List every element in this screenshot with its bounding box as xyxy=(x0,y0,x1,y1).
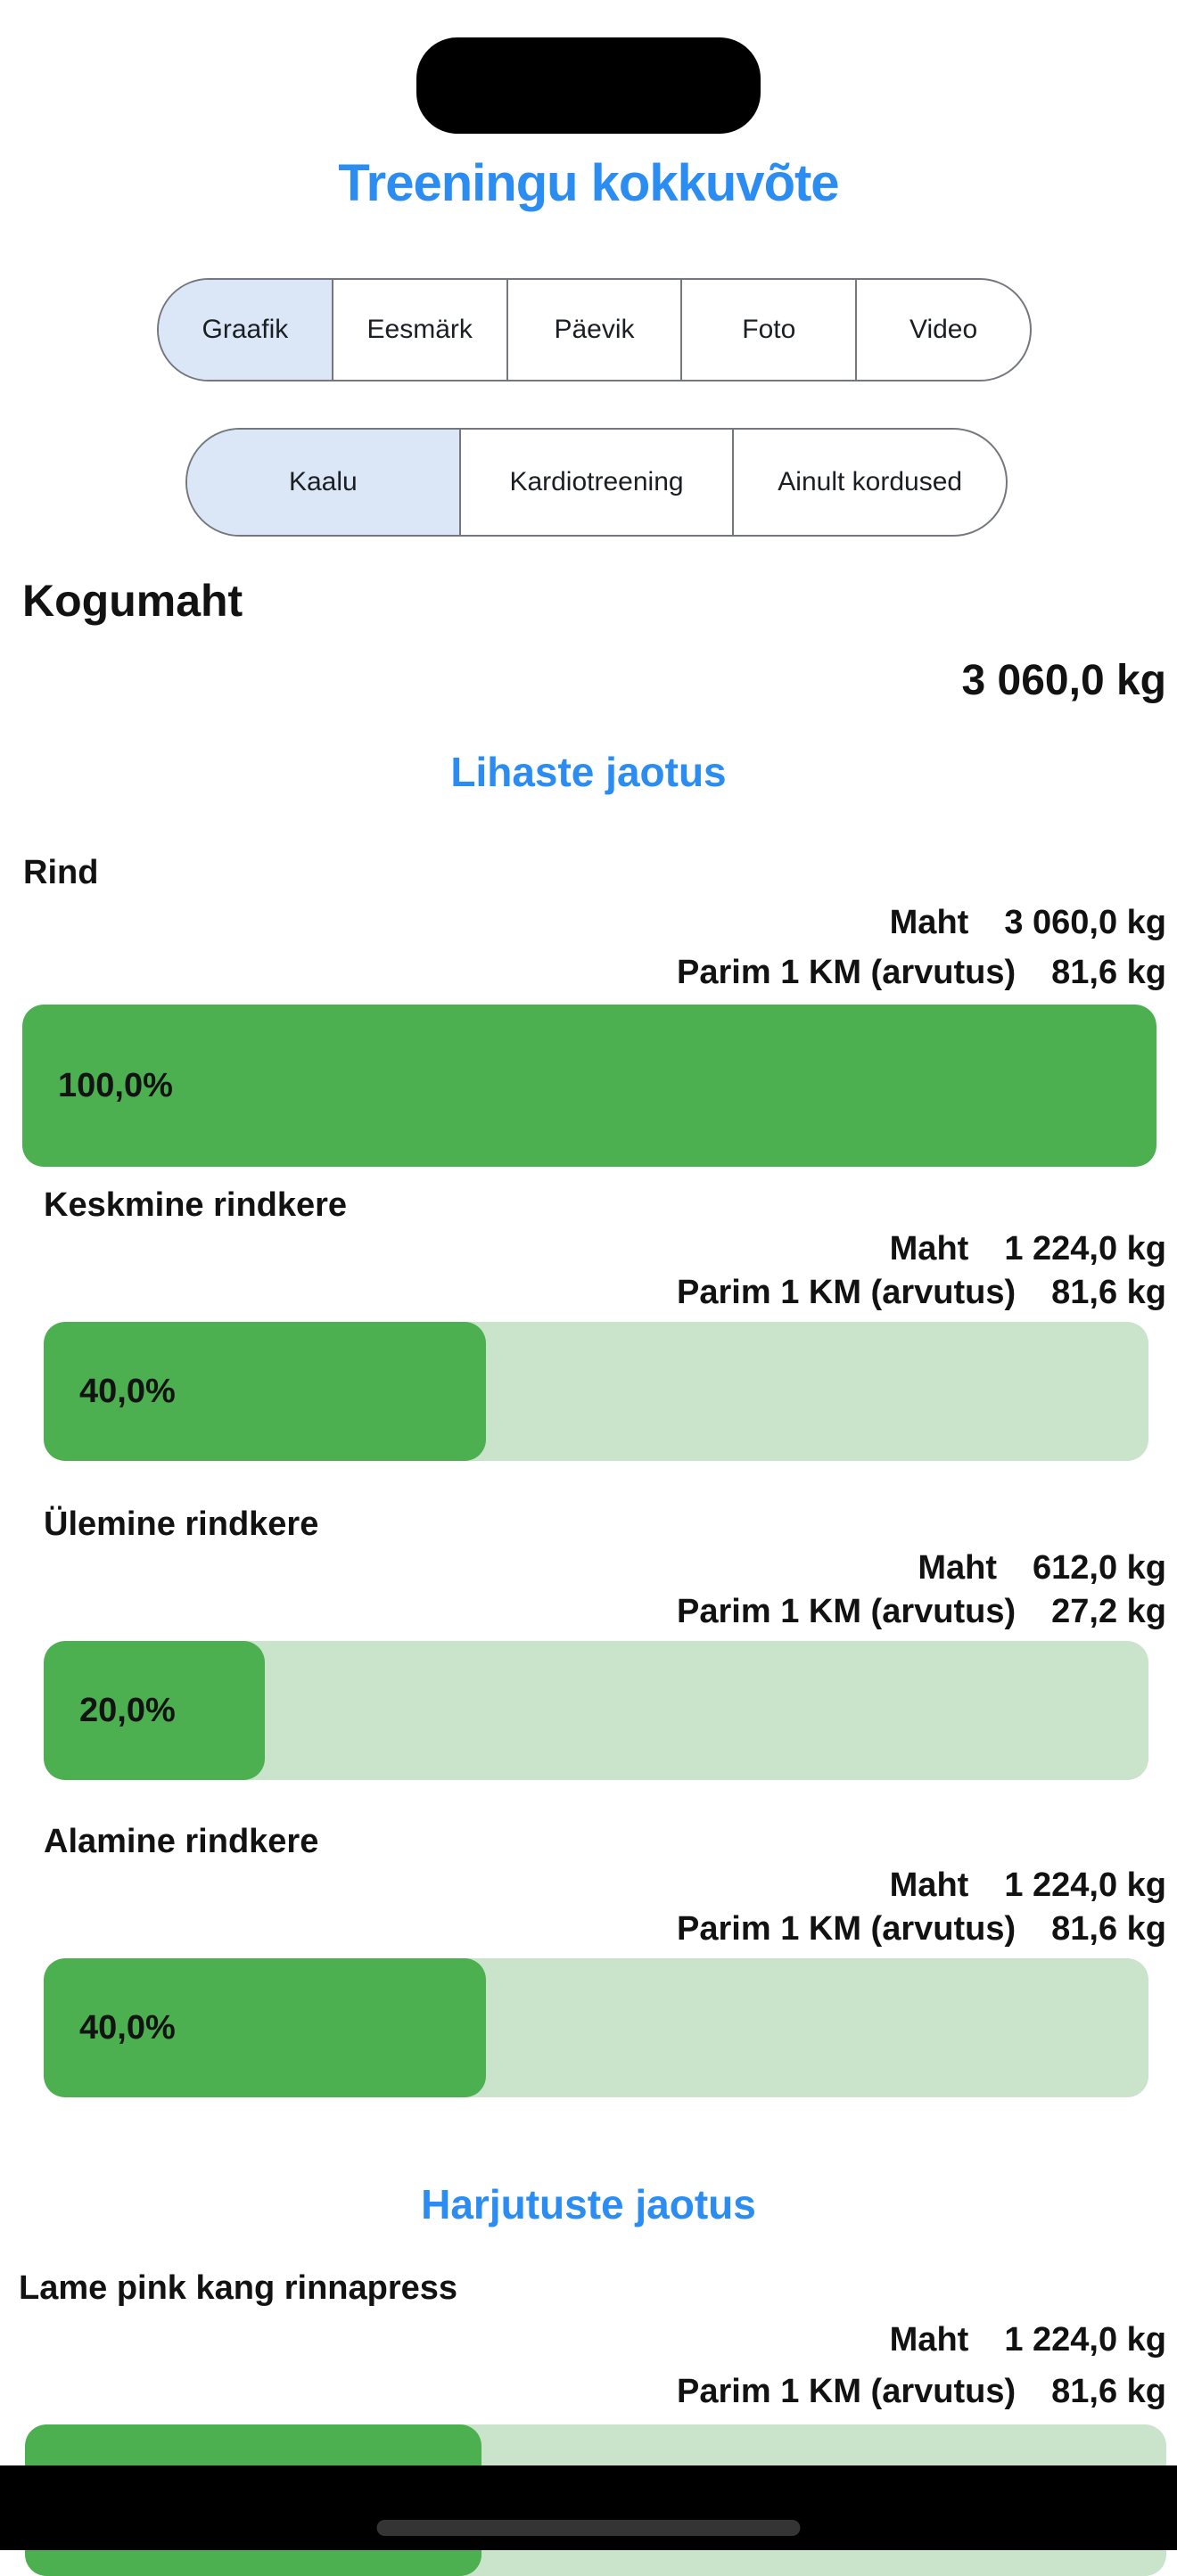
muscle-name: Ülemine rindkere xyxy=(44,1505,319,1543)
stat-label: Maht xyxy=(918,1549,997,1587)
stat-label: Parim 1 KM (arvutus) xyxy=(677,1910,1017,1948)
primary-tab-bar: Graafik Eesmärk Päevik Foto Video xyxy=(157,278,1032,381)
stat-value: 1 224,0 kg xyxy=(1004,2321,1166,2359)
tab-ainult-kordused[interactable]: Ainult kordused xyxy=(732,430,1006,535)
progress-bar-fill: 40,0% xyxy=(44,1322,486,1461)
secondary-tab-bar: Kaalu Kardiotreening Ainult kordused xyxy=(185,428,1008,537)
exercise-name: Lame pink kang rinnapress xyxy=(19,2269,458,2307)
total-volume-label: Kogumaht xyxy=(22,576,243,626)
tab-eesmark[interactable]: Eesmärk xyxy=(331,280,506,380)
stat-value: 1 224,0 kg xyxy=(1004,1866,1166,1904)
best-1rm-stat-line: Parim 1 KM (arvutus) 81,6 kg xyxy=(0,948,1177,997)
percent-label: 100,0% xyxy=(58,1066,173,1104)
stat-value: 81,6 kg xyxy=(1051,1274,1166,1311)
muscle-name: Alamine rindkere xyxy=(44,1823,319,1860)
redacted-notification xyxy=(416,37,761,134)
stat-label: Maht xyxy=(889,1230,969,1267)
stat-value: 3 060,0 kg xyxy=(1004,904,1166,941)
stat-value: 1 224,0 kg xyxy=(1004,1230,1166,1267)
volume-stat-line: Maht 3 060,0 kg xyxy=(0,898,1177,948)
stat-label: Parim 1 KM (arvutus) xyxy=(677,1274,1017,1311)
muscle-name: Keskmine rindkere xyxy=(44,1186,348,1224)
exercise-distribution-heading: Harjutuste jaotus xyxy=(421,2181,756,2227)
best-1rm-stat-line: Parim 1 KM (arvutus) 81,6 kg xyxy=(0,1907,1177,1951)
progress-bar-fill: 40,0% xyxy=(44,1958,486,2097)
tab-kaalu[interactable]: Kaalu xyxy=(187,430,459,535)
volume-stat-line: Maht 1 224,0 kg xyxy=(0,1227,1177,1271)
volume-stat-line: Maht 1 224,0 kg xyxy=(0,2314,1177,2366)
progress-bar-track: 40,0% xyxy=(44,1322,1148,1461)
tab-paevik[interactable]: Päevik xyxy=(506,280,681,380)
stat-value: 81,6 kg xyxy=(1051,954,1166,991)
stat-label: Parim 1 KM (arvutus) xyxy=(677,2373,1017,2410)
percent-label: 20,0% xyxy=(79,1691,176,1729)
progress-bar-fill: 20,0% xyxy=(44,1641,265,1780)
progress-bar-track: 100,0% xyxy=(22,1005,1156,1167)
progress-bar-fill: 100,0% xyxy=(22,1005,1156,1167)
stat-value: 81,6 kg xyxy=(1051,1910,1166,1948)
progress-bar-track: 20,0% xyxy=(44,1641,1148,1780)
best-1rm-stat-line: Parim 1 KM (arvutus) 81,6 kg xyxy=(0,1271,1177,1315)
system-bottom-bar xyxy=(0,2465,1177,2550)
stat-value: 27,2 kg xyxy=(1051,1593,1166,1630)
stat-label: Parim 1 KM (arvutus) xyxy=(677,1593,1017,1630)
volume-stat-line: Maht 612,0 kg xyxy=(0,1546,1177,1590)
percent-label: 40,0% xyxy=(79,1372,176,1410)
stat-label: Maht xyxy=(889,1866,969,1904)
stat-value: 81,6 kg xyxy=(1051,2373,1166,2410)
best-1rm-stat-line: Parim 1 KM (arvutus) 81,6 kg xyxy=(0,2366,1177,2417)
best-1rm-stat-line: Parim 1 KM (arvutus) 27,2 kg xyxy=(0,1590,1177,1634)
stat-value: 612,0 kg xyxy=(1033,1549,1166,1587)
tab-graafik[interactable]: Graafik xyxy=(159,280,332,380)
home-indicator[interactable] xyxy=(376,2520,801,2536)
muscle-distribution-heading: Lihaste jaotus xyxy=(450,749,727,795)
muscle-row-keskmine-rindkere: Keskmine rindkere Maht 1 224,0 kg Parim … xyxy=(0,1184,1177,1461)
percent-label: 40,0% xyxy=(79,2008,176,2047)
progress-bar-track: 40,0% xyxy=(44,1958,1148,2097)
stat-label: Maht xyxy=(889,904,969,941)
tab-kardiotreening[interactable]: Kardiotreening xyxy=(458,430,733,535)
muscle-row-alamine-rindkere: Alamine rindkere Maht 1 224,0 kg Parim 1… xyxy=(0,1820,1177,2097)
stat-label: Parim 1 KM (arvutus) xyxy=(677,954,1017,991)
muscle-row-ylemine-rindkere: Ülemine rindkere Maht 612,0 kg Parim 1 K… xyxy=(0,1503,1177,1780)
muscle-row-rind: Rind Maht 3 060,0 kg Parim 1 KM (arvutus… xyxy=(0,848,1177,1167)
tab-video[interactable]: Video xyxy=(855,280,1030,380)
total-volume-value: 3 060,0 kg xyxy=(961,657,1167,704)
muscle-name: Rind xyxy=(23,854,99,891)
stat-label: Maht xyxy=(889,2321,969,2359)
tab-foto[interactable]: Foto xyxy=(680,280,855,380)
volume-stat-line: Maht 1 224,0 kg xyxy=(0,1864,1177,1907)
page-title: Treeningu kokkuvõte xyxy=(338,154,839,212)
